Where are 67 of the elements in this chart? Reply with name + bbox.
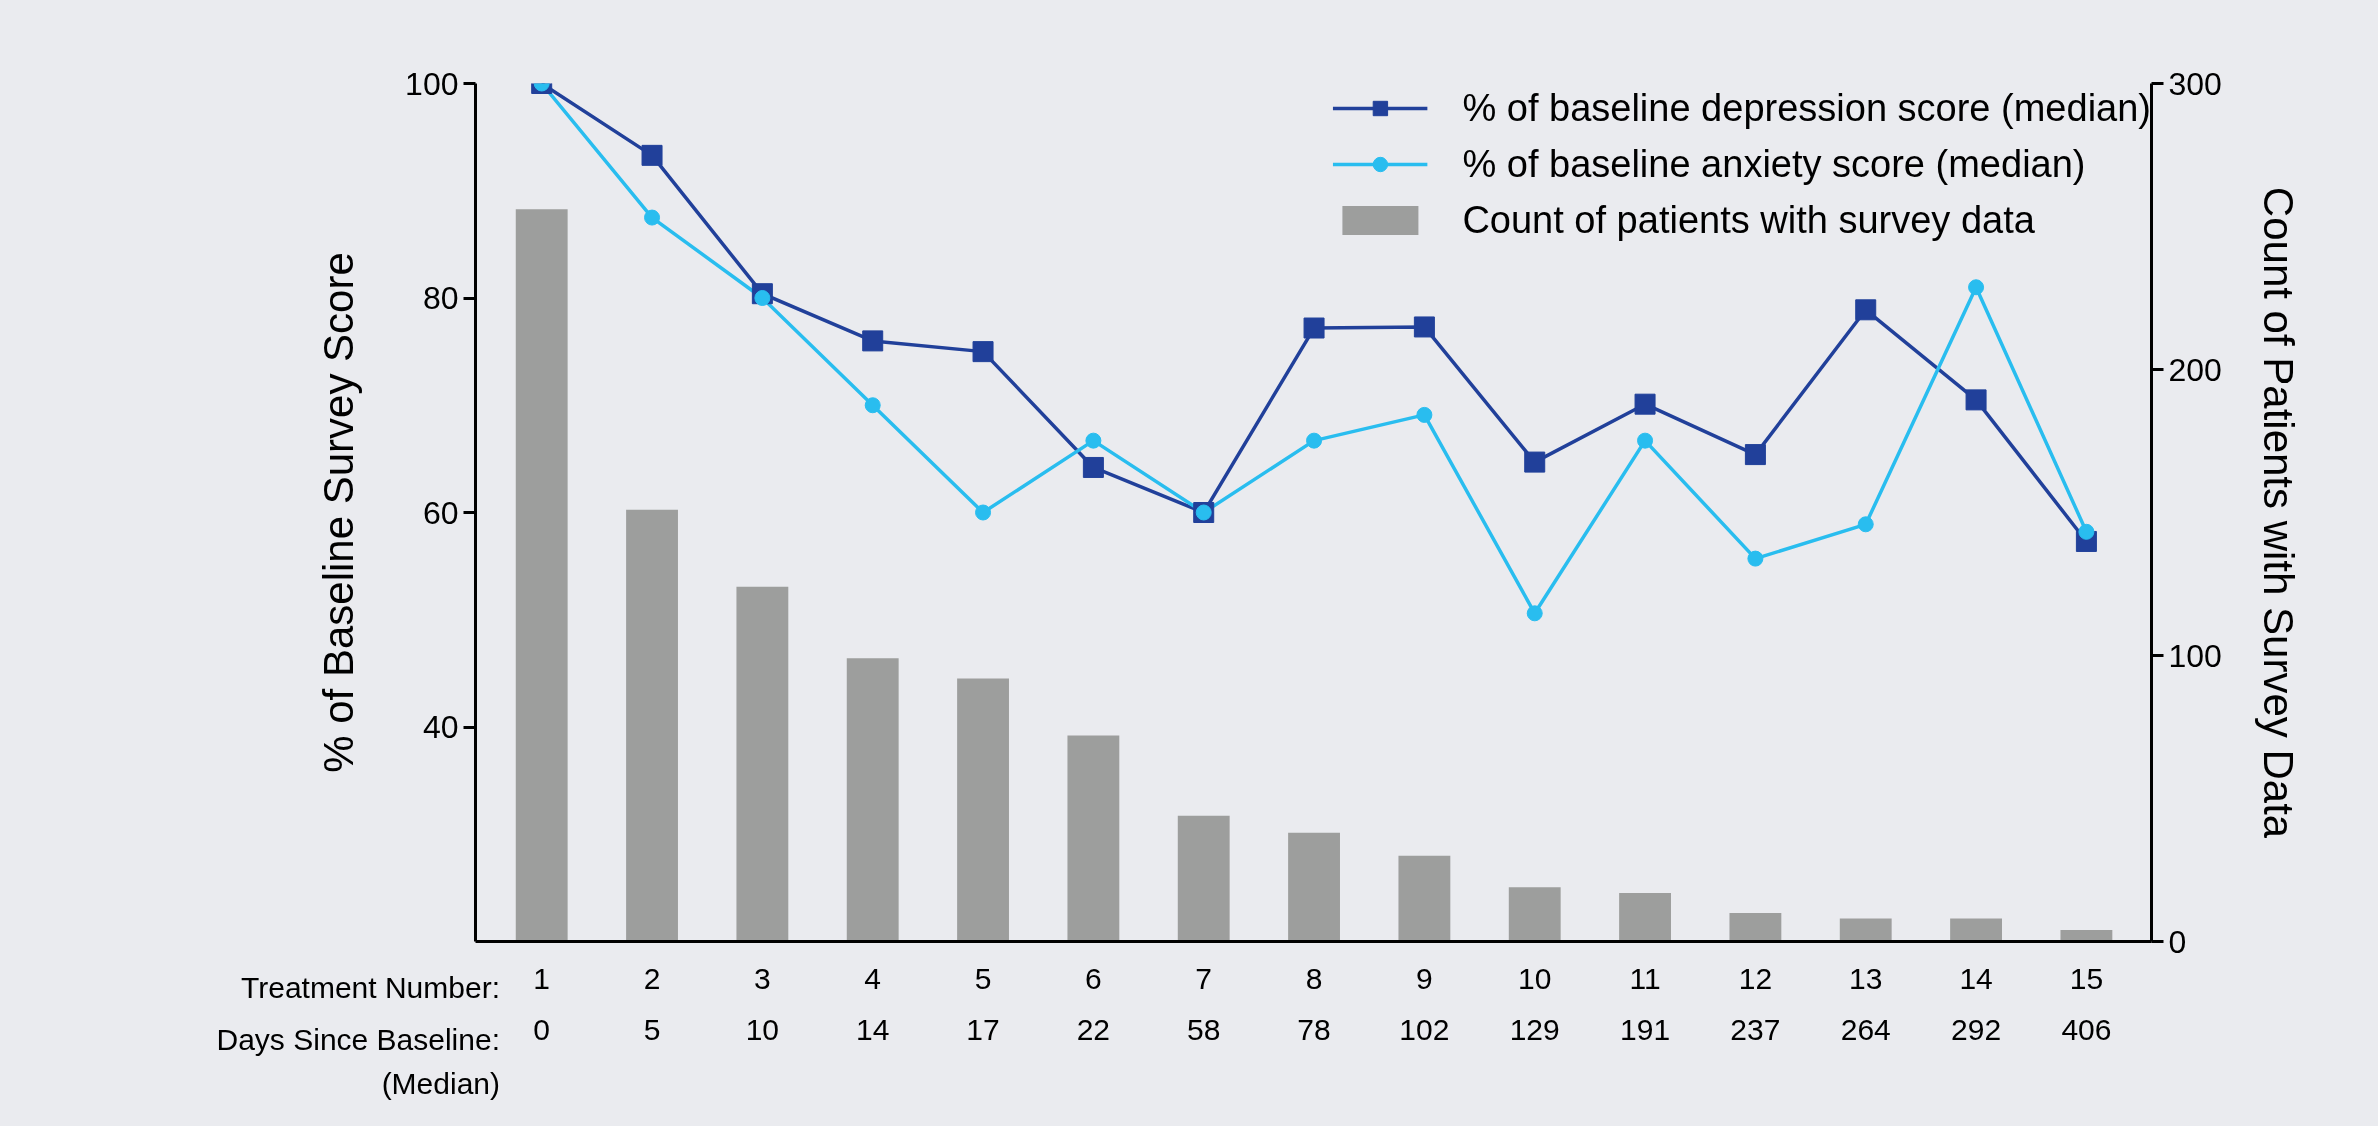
point — [862, 330, 884, 352]
bar — [515, 209, 568, 942]
bar — [1950, 918, 2002, 942]
y-axis-title: % of Baseline Survey Score — [315, 252, 363, 773]
legend-label: % of baseline anxiety score (median) — [1462, 141, 2086, 187]
point — [1744, 444, 1766, 466]
bar — [1839, 918, 1892, 942]
x-tick-label: 1 0 — [533, 961, 551, 1046]
y-tick-label: 100 — [405, 65, 459, 102]
y2-tick-label: 200 — [2168, 351, 2222, 388]
y-tick-label: 60 — [422, 494, 459, 531]
bar — [736, 586, 789, 942]
bar — [1067, 735, 1120, 942]
x-tick-label: 7 58 — [1187, 961, 1221, 1046]
point — [641, 144, 663, 166]
bar — [1508, 887, 1561, 942]
y-tick-label: 40 — [422, 709, 459, 745]
bar — [1177, 815, 1230, 942]
y2-tick-label: 100 — [2168, 637, 2222, 674]
y-tick-label: 80 — [422, 280, 459, 316]
point — [1968, 279, 1985, 296]
y2-axis-title: Count of Patients with Survey Data — [2254, 186, 2302, 839]
bar — [626, 509, 678, 942]
point — [972, 341, 994, 363]
legend-label: Count of patients with survey data — [1462, 197, 2035, 243]
point — [1857, 516, 1874, 533]
x-tick-label: 2 5 — [643, 961, 661, 1046]
x-tick-label: 12 237 — [1730, 961, 1781, 1046]
bar — [846, 658, 899, 942]
y2-tick-label: 0 — [2168, 923, 2187, 960]
bar — [957, 678, 1009, 942]
annotation: Treatment Number: — [240, 970, 500, 1006]
point — [1747, 550, 1764, 567]
point — [1965, 389, 1987, 411]
point — [1634, 393, 1656, 415]
bar — [1619, 892, 1671, 942]
point — [1082, 456, 1104, 478]
point — [1524, 451, 1546, 473]
point — [1303, 317, 1325, 339]
x-tick-label: 3 10 — [745, 961, 780, 1046]
x-tick-label: 10 129 — [1509, 961, 1560, 1046]
x-tick-label: 6 22 — [1076, 961, 1111, 1046]
point — [2078, 523, 2095, 540]
point — [1526, 605, 1543, 622]
x-tick-label: 9 102 — [1399, 961, 1450, 1046]
point — [1085, 432, 1102, 449]
x-tick-label: 15 406 — [2061, 961, 2112, 1046]
x-tick-label: 4 14 — [856, 961, 890, 1046]
y2-tick-label: 300 — [2168, 65, 2222, 102]
point — [1637, 432, 1654, 449]
bar — [1729, 912, 1782, 942]
point — [1306, 432, 1323, 449]
bar — [1398, 855, 1451, 942]
point — [864, 397, 881, 414]
legend-label: % of baseline depression score (median) — [1462, 85, 2151, 131]
x-tick-label: 11 191 — [1620, 961, 1671, 1046]
x-tick-label: 5 17 — [966, 961, 1000, 1046]
point — [644, 209, 661, 226]
point — [1855, 299, 1877, 321]
x-tick-label: 13 264 — [1840, 961, 1891, 1046]
x-tick-label: 8 78 — [1297, 961, 1331, 1046]
point — [1416, 406, 1433, 423]
point — [975, 504, 992, 521]
point — [1413, 316, 1435, 338]
x-tick-label: 14 292 — [1951, 961, 2002, 1046]
annotation: Days Since Baseline: (Median) — [215, 1022, 500, 1102]
bar — [1288, 832, 1340, 942]
